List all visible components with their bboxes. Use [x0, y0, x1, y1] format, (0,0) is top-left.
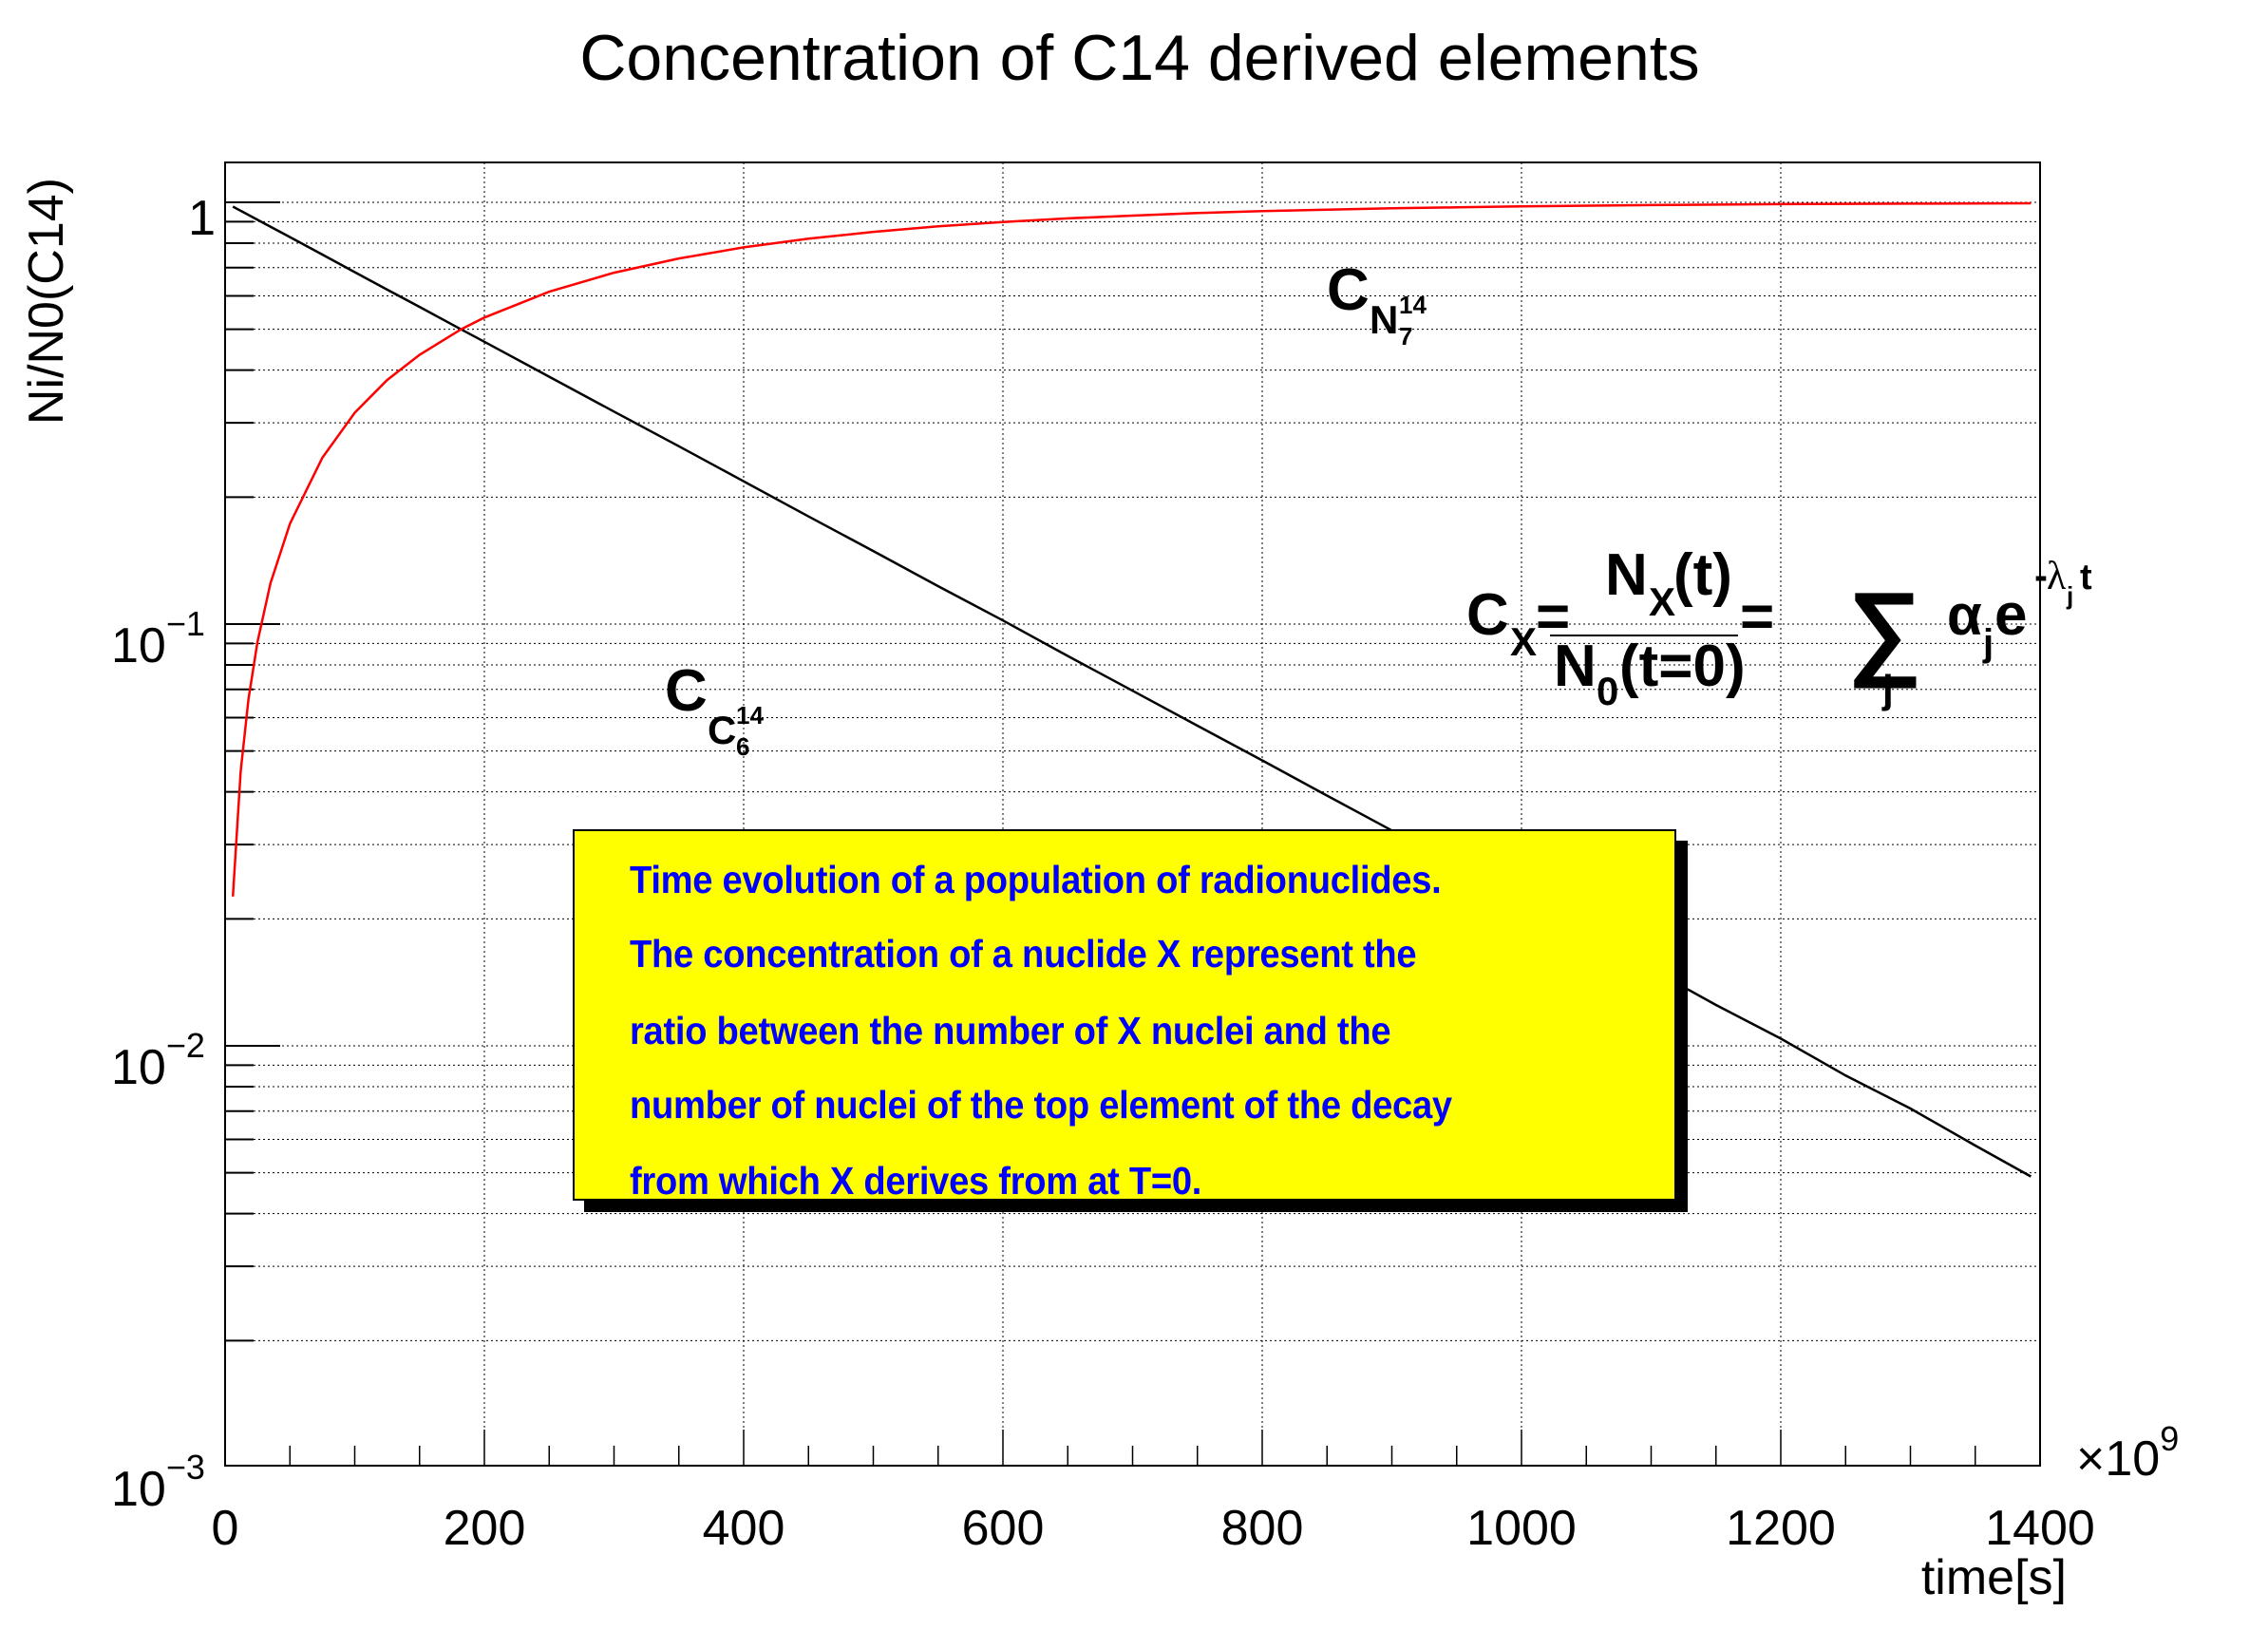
label-c14-concentration: C C 14 6 [665, 658, 764, 761]
info-textbox: Time evolution of a population of radion… [573, 829, 1676, 1203]
decay-formula: C X = N X (t) N 0 (t=0) = ∑ j α j e - λ … [1466, 542, 2092, 713]
x-tick-label: 1400 [1985, 1501, 2095, 1556]
x-tick-labels: 0 200 400 600 800 1000 1200 1400 [212, 1501, 2095, 1556]
svg-text:j: j [1982, 622, 1994, 664]
y-tick-label: 10−3 [111, 1448, 205, 1517]
y-tick-labels: 10−3 10−2 10−1 1 [111, 191, 216, 1517]
y-axis-label: Ni/N0(C14) [19, 178, 74, 425]
svg-text:j: j [2066, 581, 2073, 610]
svg-text:t: t [2080, 558, 2092, 597]
y-tick-label: 10−1 [111, 604, 205, 673]
series-c14-line [232, 205, 2032, 1178]
svg-text:7: 7 [1399, 322, 1412, 351]
chart-title: Concentration of C14 derived elements [579, 22, 1699, 94]
x-tick-label: 800 [1221, 1501, 1304, 1556]
series-layer [231, 201, 2032, 1178]
series-n14-line [231, 201, 2032, 897]
svg-text:j: j [1881, 667, 1894, 711]
svg-text:(t=0): (t=0) [1619, 634, 1746, 699]
x-tick-label: 600 [962, 1501, 1045, 1556]
x-axis-label: time[s] [1921, 1550, 2067, 1605]
grid-lines [225, 162, 2040, 1466]
svg-text:N: N [1605, 542, 1648, 608]
svg-text:λ: λ [2047, 555, 2067, 598]
info-line-1: Time evolution of a population of radion… [630, 858, 1442, 901]
svg-text:N: N [1554, 634, 1597, 699]
svg-text:C: C [665, 658, 708, 724]
svg-text:X: X [1649, 579, 1675, 624]
svg-text:=: = [1536, 584, 1570, 650]
y-tick-label: 1 [188, 191, 216, 246]
svg-text:14: 14 [736, 701, 764, 730]
info-line-5: from which X derives from at T=0. [630, 1159, 1202, 1203]
svg-text:N: N [1370, 297, 1398, 342]
svg-text:C: C [1466, 582, 1509, 648]
x-axis-multiplier: ×109 [2076, 1419, 2179, 1487]
info-line-4: number of nuclei of the top element of t… [630, 1083, 1452, 1127]
x-tick-label: 1200 [1726, 1501, 1836, 1556]
y-tick-label: 10−2 [111, 1026, 205, 1095]
svg-text:C: C [708, 708, 736, 752]
svg-text:e: e [1994, 582, 2027, 648]
label-n14-concentration: C N 14 7 [1327, 257, 1427, 351]
svg-text:X: X [1510, 619, 1537, 664]
x-tick-label: 0 [212, 1501, 239, 1556]
svg-text:14: 14 [1399, 291, 1427, 319]
svg-text:∑: ∑ [1847, 571, 1921, 689]
plot-frame [224, 161, 2041, 1467]
svg-text:0: 0 [1597, 669, 1618, 713]
x-tick-label: 1000 [1466, 1501, 1577, 1556]
x-tick-label: 400 [703, 1501, 785, 1556]
svg-text:(t): (t) [1673, 542, 1732, 608]
info-line-3: ratio between the number of X nuclei and… [630, 1009, 1391, 1052]
svg-text:C: C [1327, 257, 1370, 323]
svg-text:-: - [2034, 553, 2048, 597]
x-tick-label: 200 [444, 1501, 526, 1556]
svg-text:=: = [1740, 584, 1774, 650]
svg-text:6: 6 [736, 732, 749, 761]
svg-text:α: α [1947, 583, 1982, 647]
info-line-2: The concentration of a nuclide X represe… [630, 932, 1417, 976]
